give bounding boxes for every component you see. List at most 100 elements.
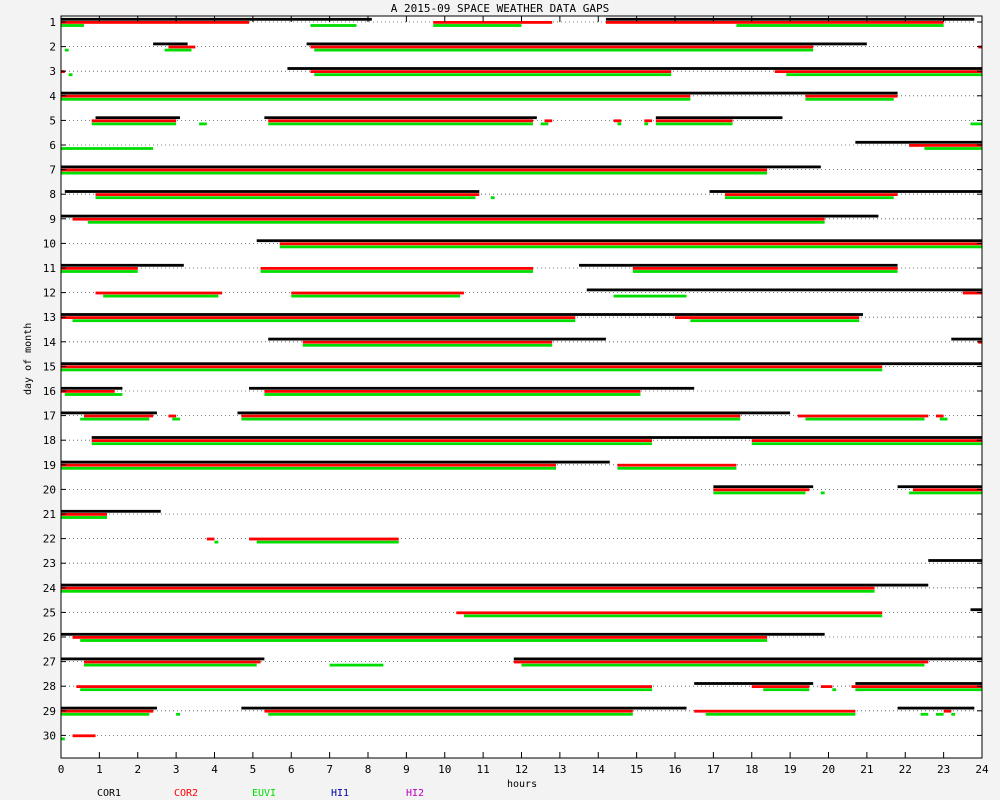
x-tick-label: 9 — [403, 763, 410, 776]
gap-bar-euvi-day17-2 — [241, 417, 741, 421]
gap-bar-euvi-day25-0 — [463, 614, 883, 618]
y-tick-label: 26 — [43, 631, 56, 644]
gap-bar-cor2-day20-0 — [713, 488, 810, 492]
gap-bar-cor2-day29-1 — [264, 709, 633, 713]
gap-bar-cor2-day5-3 — [613, 119, 622, 123]
gap-bar-cor1-day2-0 — [153, 42, 188, 46]
gap-bar-euvi-day29-6 — [951, 712, 956, 716]
x-tick-label: 1 — [96, 763, 103, 776]
x-tick-label: 13 — [553, 763, 566, 776]
gap-bar-euvi-day28-0 — [80, 688, 652, 692]
gap-bar-cor1-day12-0 — [586, 288, 982, 292]
gap-bar-cor2-day29-3 — [943, 709, 952, 713]
x-tick-label: 0 — [58, 763, 65, 776]
gap-bar-euvi-day2-0 — [64, 48, 69, 52]
gap-bar-cor2-day20-1 — [912, 488, 982, 492]
gap-bar-cor1-day19-0 — [61, 460, 610, 464]
gap-bar-cor2-day17-1 — [168, 414, 177, 418]
gap-bar-euvi-day4-0 — [61, 97, 691, 101]
x-tick-label: 24 — [975, 763, 989, 776]
gap-bar-euvi-day26-0 — [80, 639, 768, 642]
gap-bar-cor2-day17-2 — [241, 414, 741, 418]
gap-bar-cor1-day23-0 — [928, 559, 982, 562]
gap-bar-euvi-day7-0 — [61, 171, 768, 175]
y-tick-label: 5 — [49, 114, 56, 127]
gap-bar-cor2-day9-0 — [72, 217, 825, 221]
gap-bar-cor2-day28-1 — [751, 685, 810, 688]
x-tick-label: 20 — [822, 763, 835, 776]
gap-bar-cor2-day19-1 — [617, 463, 737, 467]
x-tick-label: 21 — [860, 763, 873, 776]
gap-bar-euvi-day5-4 — [617, 122, 622, 126]
gap-bar-cor1-day5-0 — [95, 116, 180, 120]
gap-bar-euvi-day11-1 — [260, 270, 534, 273]
gap-bar-cor2-day1-0 — [61, 21, 250, 24]
gap-bar-cor1-day2-1 — [306, 42, 867, 46]
gap-bar-cor1-day29-2 — [897, 706, 975, 710]
x-axis-label: hours — [507, 779, 538, 790]
y-tick-label: 22 — [43, 533, 56, 546]
y-tick-label: 18 — [43, 434, 56, 447]
gap-bar-cor2-day6-0 — [909, 144, 982, 147]
gap-bar-euvi-day5-5 — [644, 122, 649, 126]
y-tick-label: 29 — [43, 705, 56, 718]
y-tick-label: 1 — [49, 16, 56, 29]
gap-bar-euvi-day13-0 — [72, 319, 576, 323]
gap-bar-euvi-day29-0 — [61, 712, 150, 716]
x-tick-label: 14 — [592, 763, 606, 776]
gap-bar-cor2-day22-0 — [206, 537, 215, 541]
gap-bar-euvi-day27-1 — [329, 663, 384, 667]
gap-bar-cor2-day28-3 — [851, 685, 982, 688]
gap-bar-cor1-day15-0 — [61, 362, 982, 366]
gap-bar-cor1-day29-0 — [61, 706, 157, 710]
gap-bar-euvi-day27-2 — [521, 663, 925, 667]
y-axis-label: day of month — [23, 322, 34, 395]
gap-bar-euvi-day19-0 — [61, 466, 557, 470]
gap-bar-cor1-day28-1 — [855, 682, 982, 685]
gap-bar-cor2-day5-4 — [644, 119, 652, 123]
gap-bar-euvi-day8-2 — [724, 196, 894, 200]
gap-bar-euvi-day11-2 — [632, 270, 898, 273]
gap-bar-euvi-day4-1 — [805, 97, 894, 101]
gap-bar-cor1-day6-0 — [855, 140, 982, 144]
y-tick-label: 24 — [43, 582, 57, 595]
gap-bar-cor1-day20-0 — [713, 485, 814, 489]
gap-bar-cor2-day8-0 — [95, 193, 480, 196]
y-tick-label: 7 — [49, 164, 56, 177]
x-tick-label: 4 — [211, 763, 218, 776]
y-tick-label: 11 — [43, 262, 56, 275]
gap-bar-cor2-day16-0 — [61, 390, 115, 393]
gap-bar-cor2-day14-0 — [302, 340, 553, 344]
gap-bar-euvi-day18-1 — [751, 442, 982, 446]
gap-bar-cor2-day5-2 — [544, 119, 553, 123]
gap-bar-euvi-day20-0 — [713, 491, 806, 495]
x-tick-label: 3 — [173, 763, 180, 776]
gap-bar-euvi-day5-0 — [91, 122, 177, 126]
x-tick-label: 18 — [745, 763, 758, 776]
gap-bar-cor2-day19-0 — [61, 463, 557, 467]
gap-bar-euvi-day6-1 — [924, 147, 982, 150]
gap-bar-cor1-day7-0 — [61, 165, 821, 169]
y-tick-label: 27 — [43, 656, 56, 669]
gap-bar-euvi-day19-1 — [617, 466, 737, 470]
gap-bar-cor2-day13-1 — [675, 316, 860, 319]
gap-bar-cor1-day20-1 — [897, 485, 982, 489]
y-tick-label: 15 — [43, 360, 56, 373]
gap-bar-cor1-day16-1 — [249, 386, 695, 390]
gap-bar-cor1-day3-0 — [287, 67, 983, 70]
gap-bar-cor1-day21-0 — [61, 509, 161, 513]
x-tick-label: 23 — [937, 763, 950, 776]
gap-bar-euvi-day1-0 — [61, 24, 85, 27]
gap-bar-euvi-day28-3 — [855, 688, 982, 692]
gap-bar-cor2-day12-1 — [291, 291, 464, 295]
gap-bar-cor2-day17-3 — [797, 414, 929, 418]
y-tick-label: 13 — [43, 311, 56, 324]
gap-bar-cor2-day25-0 — [456, 611, 883, 615]
y-tick-label: 10 — [43, 237, 56, 250]
gap-bar-cor1-day27-1 — [513, 657, 982, 661]
gap-bar-euvi-day24-0 — [61, 589, 875, 593]
gap-bar-cor2-day3-1 — [310, 70, 672, 73]
gap-bar-euvi-day8-0 — [95, 196, 476, 200]
gap-bar-cor2-day5-1 — [268, 119, 534, 123]
x-tick-label: 10 — [438, 763, 451, 776]
